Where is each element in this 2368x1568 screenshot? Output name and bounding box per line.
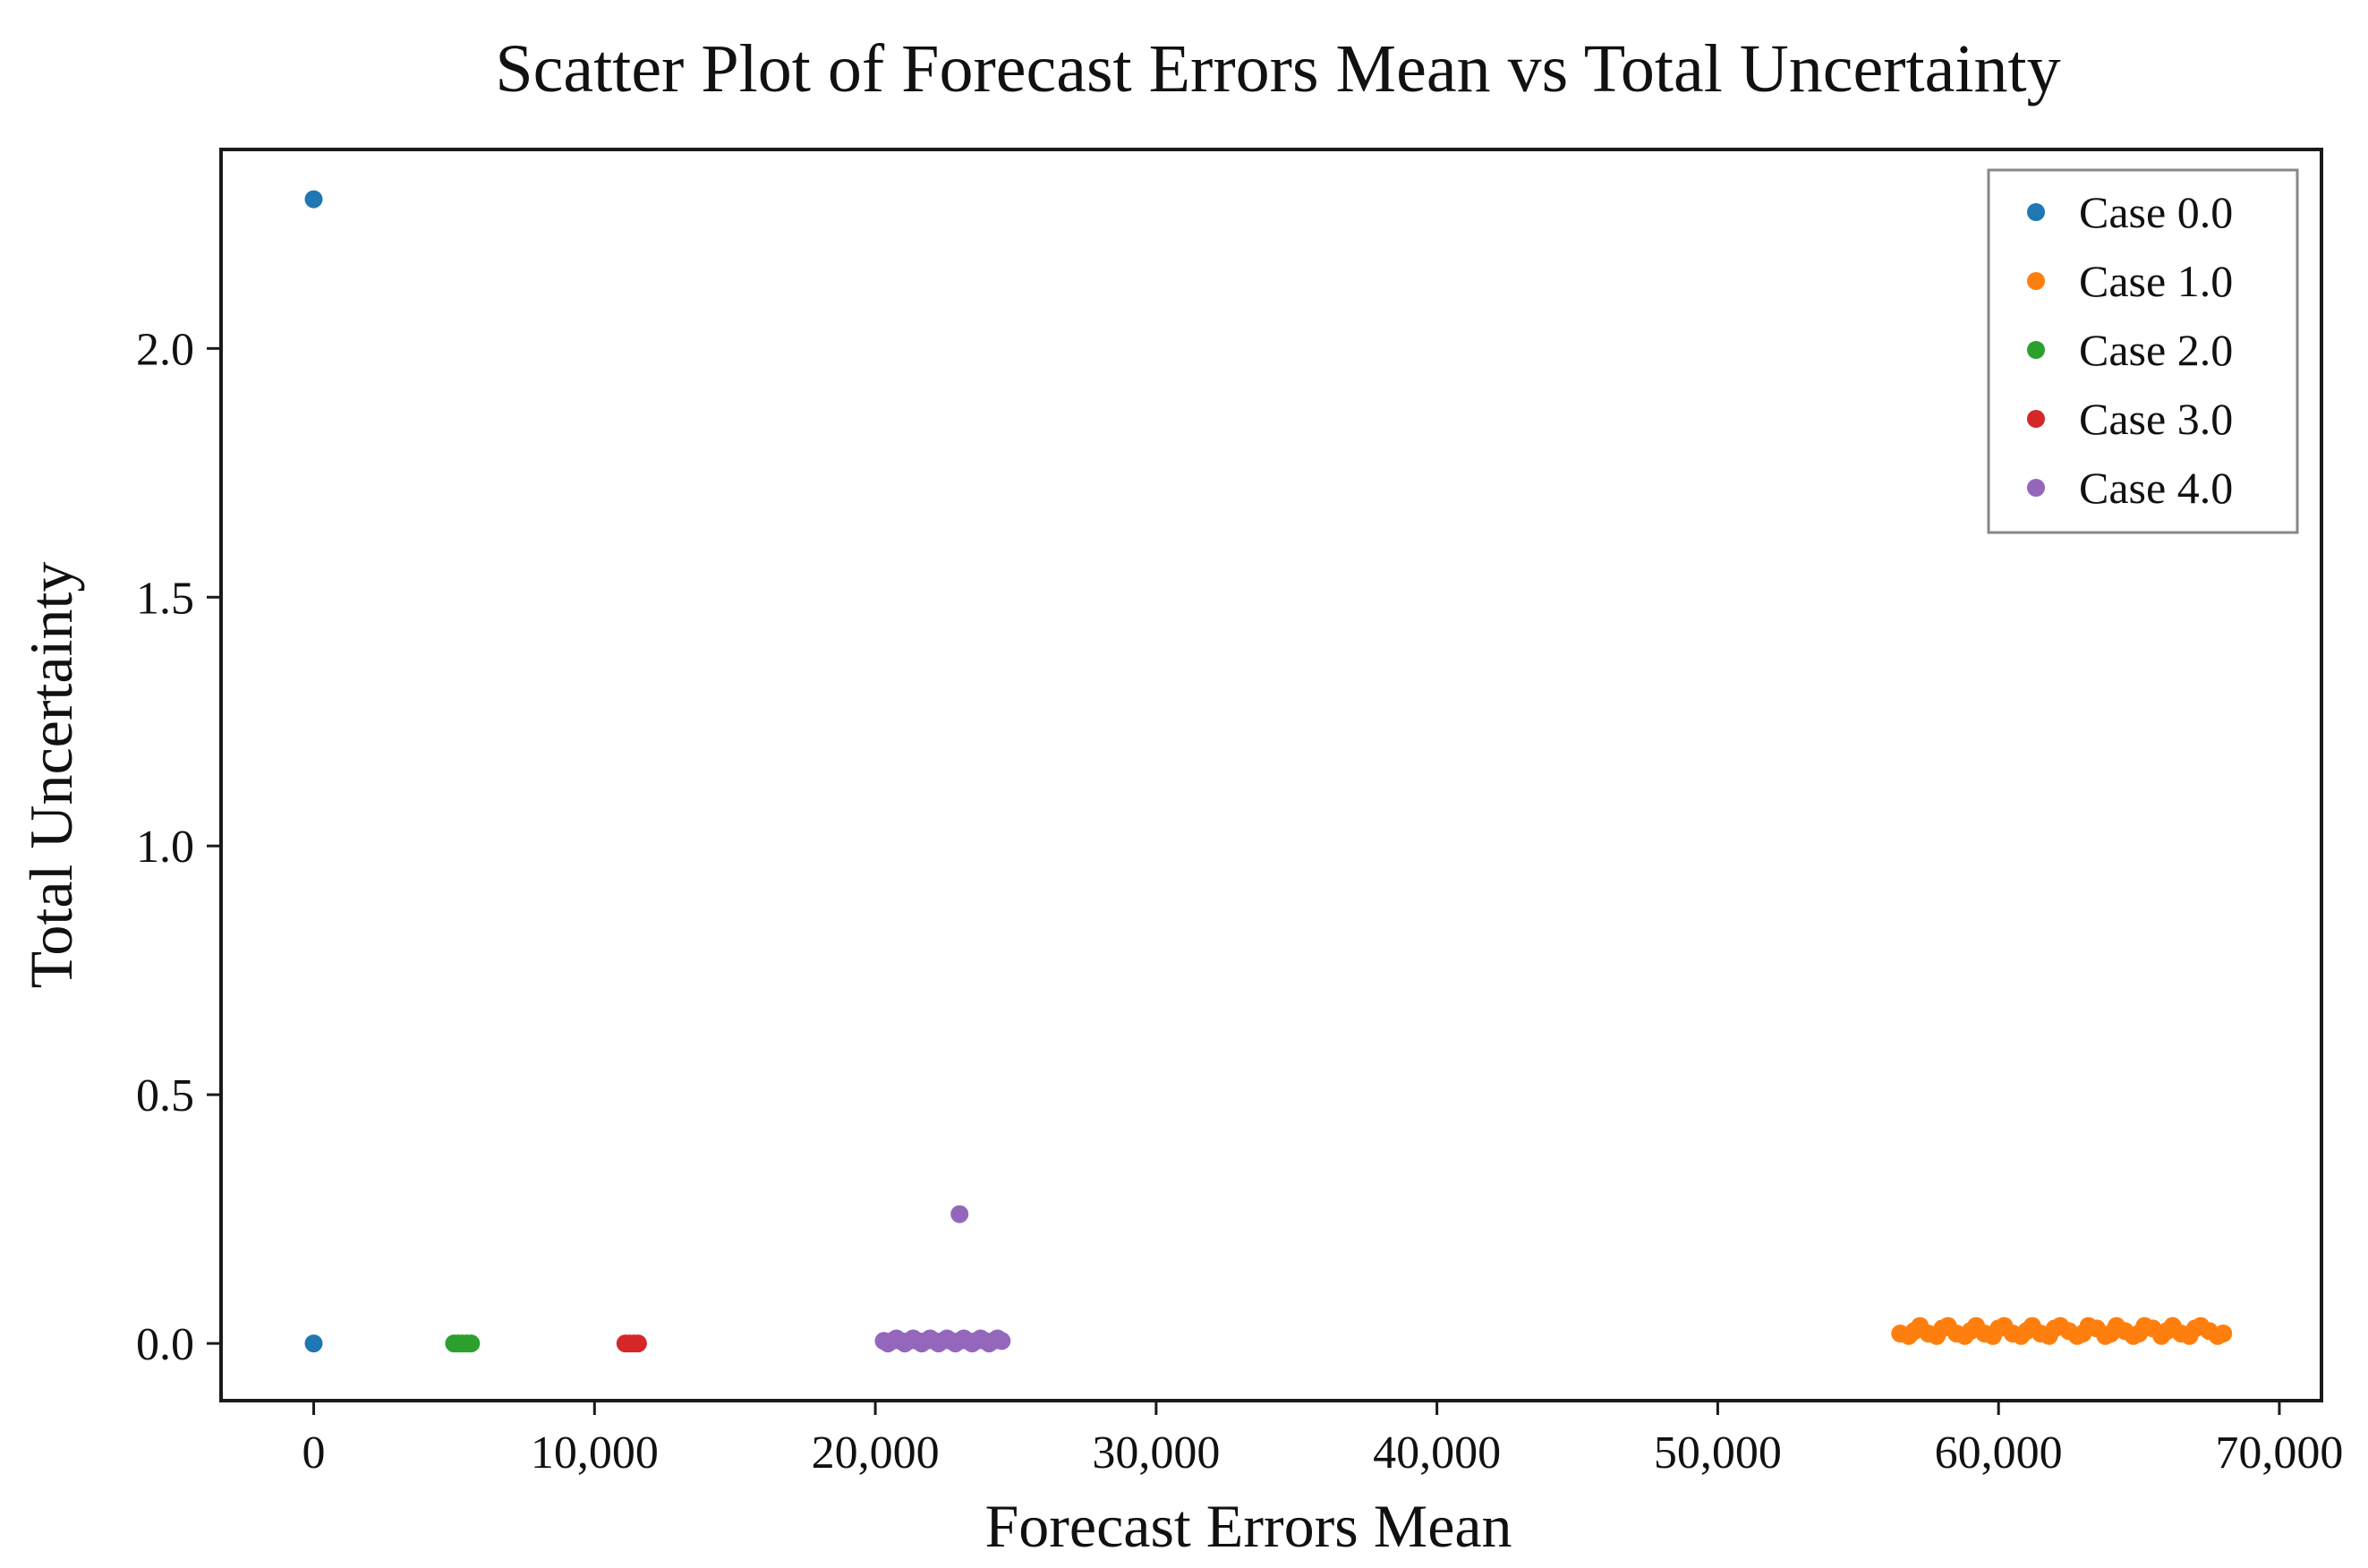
series-case-3-0 <box>616 1334 647 1353</box>
data-point <box>988 1329 1007 1348</box>
data-point <box>2051 1317 2070 1335</box>
legend-label: Case 3.0 <box>2079 394 2233 444</box>
legend-marker <box>2027 272 2045 290</box>
data-point <box>1911 1317 1929 1335</box>
x-tick-label: 20,000 <box>812 1427 940 1479</box>
legend-items: Case 0.0 Case 1.0 Case 2.0 Case 3.0 Case 4.0 <box>2027 187 2233 513</box>
y-tick-label: 2.0 <box>136 324 194 375</box>
legend-label: Case 0.0 <box>2079 187 2233 237</box>
chart-title: Scatter Plot of Forecast Errors Mean vs … <box>495 31 2060 107</box>
y-tick-label: 1.5 <box>136 573 194 624</box>
y-axis-label: Total Uncertainty <box>17 562 85 989</box>
x-axis-label: Forecast Errors Mean <box>984 1492 1512 1560</box>
data-point <box>921 1329 940 1348</box>
y-tick-label: 1.0 <box>136 822 194 873</box>
data-point <box>1967 1317 1986 1335</box>
plot-area <box>304 190 2233 1353</box>
y-tick-label: 0.5 <box>136 1070 194 1121</box>
data-point <box>2079 1317 2098 1335</box>
x-tick-label: 30,000 <box>1092 1427 1220 1479</box>
x-tick-label: 70,000 <box>2215 1427 2343 1479</box>
data-point <box>628 1334 647 1353</box>
data-point <box>1995 1317 2014 1335</box>
data-point <box>2107 1317 2125 1335</box>
y-tick-label: 0.0 <box>136 1319 194 1370</box>
data-point <box>1938 1317 1957 1335</box>
data-point <box>2163 1317 2182 1335</box>
legend-label: Case 2.0 <box>2079 325 2233 375</box>
data-point <box>462 1334 481 1353</box>
x-tick-label: 60,000 <box>1935 1427 2063 1479</box>
x-tick-label: 40,000 <box>1373 1427 1501 1479</box>
data-point <box>2135 1317 2154 1335</box>
x-tick-label: 0 <box>302 1427 326 1479</box>
data-point <box>2208 1326 2227 1345</box>
data-point <box>2023 1317 2041 1335</box>
data-point <box>2192 1317 2210 1335</box>
data-point <box>938 1329 957 1348</box>
data-point <box>904 1329 923 1348</box>
x-tick-label: 50,000 <box>1654 1427 1782 1479</box>
data-point <box>887 1329 906 1348</box>
data-point <box>971 1329 990 1348</box>
data-point <box>950 1205 969 1223</box>
axis-ticks: 0 10,000 20,000 30,000 40,000 50,000 60,000 70,… <box>136 324 2343 1479</box>
legend-marker <box>2027 341 2045 359</box>
series-case-4-0 <box>874 1205 1011 1353</box>
legend-label: Case 4.0 <box>2079 463 2233 513</box>
legend-marker <box>2027 203 2045 221</box>
plot-frame <box>219 148 2323 1402</box>
data-point <box>304 190 323 209</box>
series-case-2-0 <box>445 1334 481 1353</box>
data-point <box>954 1329 973 1348</box>
legend: Case 0.0 Case 1.0 Case 2.0 Case 3.0 Case 4.0 <box>1987 168 2299 534</box>
legend-label: Case 1.0 <box>2079 256 2233 306</box>
legend-marker <box>2027 479 2045 497</box>
data-point <box>304 1334 323 1353</box>
series-case-0-0 <box>304 190 323 1353</box>
x-tick-label: 10,000 <box>531 1427 659 1479</box>
legend-marker <box>2027 410 2045 428</box>
series-case-1-0 <box>1891 1317 2233 1345</box>
